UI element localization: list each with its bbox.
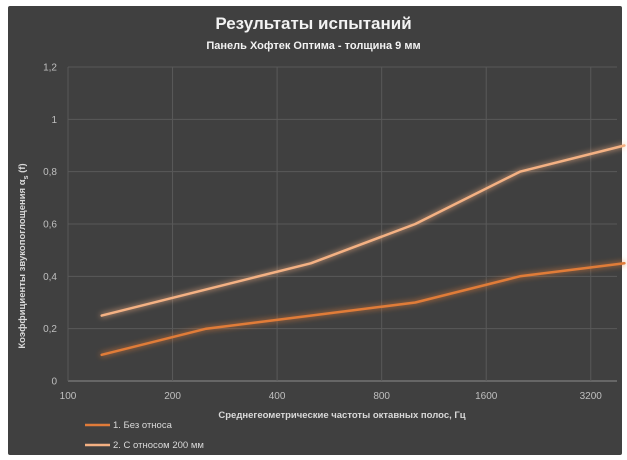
y-tick-label: 0,8 <box>43 167 57 178</box>
y-axis-label: Коэффициенты звукопоглощения αs (f) <box>17 163 30 348</box>
legend: 1. Без относа 2. С относом 200 мм <box>85 420 204 451</box>
y-tick-label: 0,4 <box>43 272 57 283</box>
x-axis-label: Среднегеометрические частоты октавных по… <box>218 410 465 421</box>
x-tick-label: 1600 <box>475 391 498 402</box>
chart-subtitle: Панель Хофтек Оптима - толщина 9 мм <box>206 40 421 52</box>
legend-label-1: 1. Без относа <box>113 420 173 431</box>
x-tick-label: 200 <box>164 391 181 402</box>
chart-panel <box>8 6 622 455</box>
y-tick-label: 0,6 <box>43 220 57 231</box>
series-lines <box>100 144 626 357</box>
x-axis-ticks: 100 200 400 800 1600 3200 <box>60 391 603 402</box>
grid-lines <box>67 66 617 382</box>
y-axis-label-main: Коэффициенты звукопоглощения α <box>17 179 28 348</box>
series-line-1 <box>100 262 626 357</box>
y-tick-label: 1 <box>51 115 57 126</box>
y-tick-label: 1,2 <box>43 63 57 74</box>
y-axis-label-sub: s <box>23 175 30 179</box>
x-tick-label: 100 <box>60 391 77 402</box>
x-tick-label: 800 <box>373 391 390 402</box>
x-tick-label: 3200 <box>580 391 603 402</box>
series-line-2 <box>100 144 626 317</box>
y-axis-label-tail: (f) <box>17 163 28 175</box>
y-tick-label: 0 <box>51 377 57 388</box>
legend-label-2: 2. С относом 200 мм <box>113 440 204 451</box>
y-tick-label: 0,2 <box>43 324 57 335</box>
x-tick-label: 400 <box>269 391 286 402</box>
y-axis-ticks: 0 0,2 0,4 0,6 0,8 1 1,2 <box>43 63 57 388</box>
chart-title: Результаты испытаний <box>215 14 412 33</box>
